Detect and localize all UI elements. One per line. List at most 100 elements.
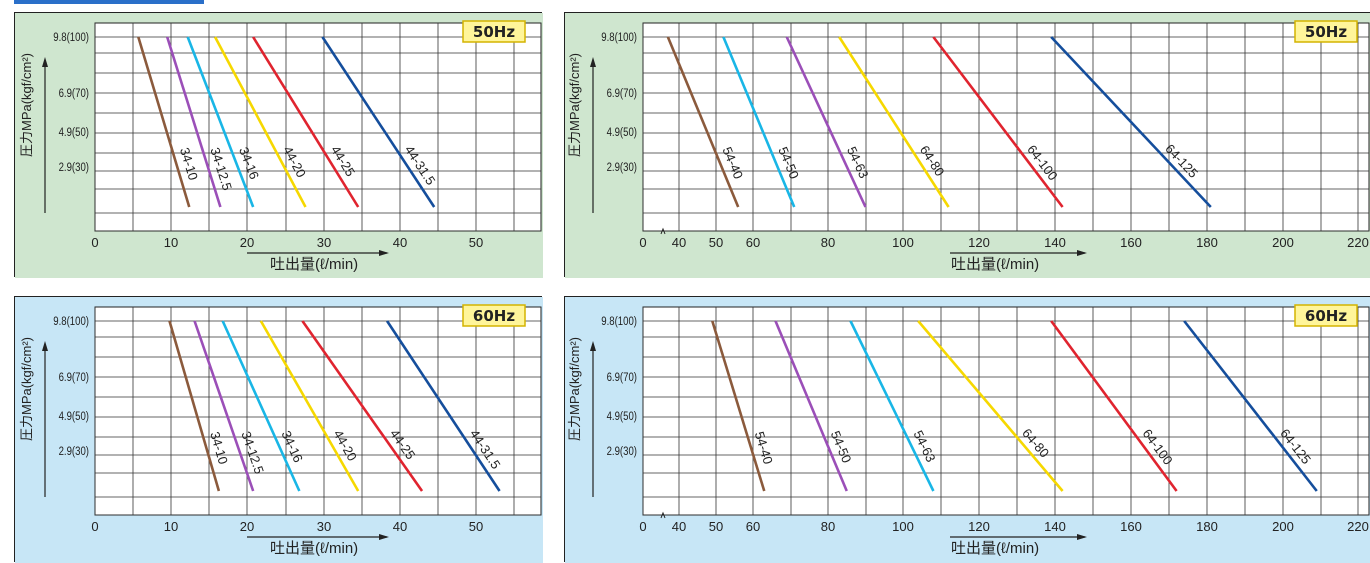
x-tick-label: 20 (240, 519, 254, 534)
series-line (838, 36, 950, 208)
series-line (301, 320, 424, 492)
series-line (221, 320, 301, 492)
header-accent-bar (14, 0, 204, 4)
x-tick-label: 60 (746, 235, 760, 250)
plot-area (94, 22, 542, 232)
x-tick-label: 140 (1044, 235, 1066, 250)
chart-panel-small-60hz: 9.8(100) 6.9(70) 4.9(50) 2.9(30) 圧力MPa(kgf/c… (14, 296, 543, 563)
x-tick-label: 160 (1120, 519, 1142, 534)
x-tick-label: 60 (746, 519, 760, 534)
x-tick-label: 120 (968, 235, 990, 250)
series-line (785, 36, 867, 208)
y-tick-label: 6.9(70) (607, 87, 637, 100)
series-line (186, 36, 255, 208)
y-tick-label: 6.9(70) (607, 371, 637, 384)
series-line (666, 36, 740, 208)
y-axis-arrow-head (42, 57, 48, 67)
x-tick-label: 80 (821, 519, 835, 534)
series-line (165, 36, 222, 208)
y-tick-label: 4.9(50) (59, 126, 89, 139)
x-tick-label: 100 (892, 235, 914, 250)
y-axis-arrow-head (590, 57, 596, 67)
series-line (774, 320, 848, 492)
y-tick-label: 2.9(30) (607, 445, 637, 458)
y-axis-arrow-head (590, 341, 596, 351)
series-line (849, 320, 935, 492)
x-axis-label: 吐出量(ℓ/min) (951, 256, 1039, 273)
frequency-badge (462, 20, 526, 43)
grid (94, 307, 541, 516)
x-axis-label: 吐出量(ℓ/min) (270, 540, 358, 557)
chart-panel-large-50hz: 9.8(100) 6.9(70) 4.9(50) 2.9(30) 圧力MPa(kgf/c… (564, 12, 1370, 278)
y-tick-label: 4.9(50) (59, 410, 89, 423)
x-tick-label: 50 (469, 519, 483, 534)
x-tick-label: 30 (317, 235, 331, 250)
plot-area (642, 22, 1370, 232)
series-line (917, 320, 1064, 492)
x-axis-arrow-head (1077, 250, 1087, 256)
series-line (193, 320, 255, 492)
y-tick-label: 4.9(50) (607, 126, 637, 139)
series-line (321, 36, 436, 208)
chart-svg: 9.8(100) 6.9(70) 4.9(50) 2.9(30) 圧力MPa(kgf/c… (15, 13, 543, 278)
x-tick-label: 0 (91, 519, 98, 534)
y-tick-label: 4.9(50) (607, 410, 637, 423)
y-axis-label: 圧力MPa(kgf/cm²) (567, 337, 582, 441)
x-tick-label: 40 (393, 519, 407, 534)
x-tick-label: 100 (892, 519, 914, 534)
y-tick-label: 9.8(100) (53, 31, 89, 44)
y-tick-label: 2.9(30) (59, 161, 89, 174)
x-tick-label: 10 (164, 235, 178, 250)
y-tick-label: 9.8(100) (601, 315, 637, 328)
x-axis-arrow-head (1077, 534, 1087, 540)
x-tick-label: 50 (709, 235, 723, 250)
x-tick-label: 200 (1272, 519, 1294, 534)
plot-area (642, 306, 1370, 516)
x-tick-label: 30 (317, 519, 331, 534)
y-tick-label: 9.8(100) (53, 315, 89, 328)
x-tick-label: 180 (1196, 235, 1218, 250)
series-line (137, 36, 191, 208)
plot-area (94, 306, 542, 516)
x-tick-label: 0 (639, 519, 646, 534)
y-axis-label: 圧力MPa(kgf/cm²) (19, 53, 34, 157)
chart-svg: 9.8(100) 6.9(70) 4.9(50) 2.9(30) 圧力MPa(kgf/c… (565, 297, 1370, 563)
series-line (722, 36, 796, 208)
x-tick-label: 80 (821, 235, 835, 250)
frequency-badge (1294, 304, 1358, 327)
y-axis-label: 圧力MPa(kgf/cm²) (19, 337, 34, 441)
y-tick-label: 9.8(100) (601, 31, 637, 44)
x-tick-label: 20 (240, 235, 254, 250)
chart-svg: 9.8(100) 6.9(70) 4.9(50) 2.9(30) 圧力MPa(kgf/c… (15, 297, 543, 563)
x-tick-label: 160 (1120, 235, 1142, 250)
x-tick-label: 10 (164, 519, 178, 534)
x-tick-label: 180 (1196, 519, 1218, 534)
x-tick-label: 40 (672, 519, 686, 534)
chart-panel-small-50hz: 9.8(100) 6.9(70) 4.9(50) 2.9(30) 圧力MPa(kgf/c… (14, 12, 543, 278)
frequency-badge-label: 50Hz (1305, 23, 1347, 41)
chart-svg: 9.8(100) 6.9(70) 4.9(50) 2.9(30) 圧力MPa(kgf/c… (565, 13, 1370, 278)
y-tick-label: 2.9(30) (59, 445, 89, 458)
x-tick-label: 40 (393, 235, 407, 250)
x-tick-label: 50 (709, 519, 723, 534)
y-tick-label: 6.9(70) (59, 371, 89, 384)
x-tick-label: 40 (672, 235, 686, 250)
y-axis-arrow-head (42, 341, 48, 351)
y-tick-label: 6.9(70) (59, 87, 89, 100)
x-axis-arrow-head (379, 534, 389, 540)
grid (642, 307, 1369, 516)
chart-panel-large-60hz: 9.8(100) 6.9(70) 4.9(50) 2.9(30) 圧力MPa(kgf/c… (564, 296, 1370, 563)
x-tick-label: 220 (1347, 519, 1369, 534)
series-line (259, 320, 360, 492)
y-axis-label: 圧力MPa(kgf/cm²) (567, 53, 582, 157)
x-axis-arrow-head (379, 250, 389, 256)
series-line (213, 36, 307, 208)
grid (94, 23, 541, 232)
x-tick-label: 0 (639, 235, 646, 250)
series-line (711, 320, 766, 492)
x-tick-label: 50 (469, 235, 483, 250)
x-axis-label: 吐出量(ℓ/min) (951, 540, 1039, 557)
frequency-badge (1294, 20, 1358, 43)
x-tick-label: 220 (1347, 235, 1369, 250)
series-line (932, 36, 1064, 208)
